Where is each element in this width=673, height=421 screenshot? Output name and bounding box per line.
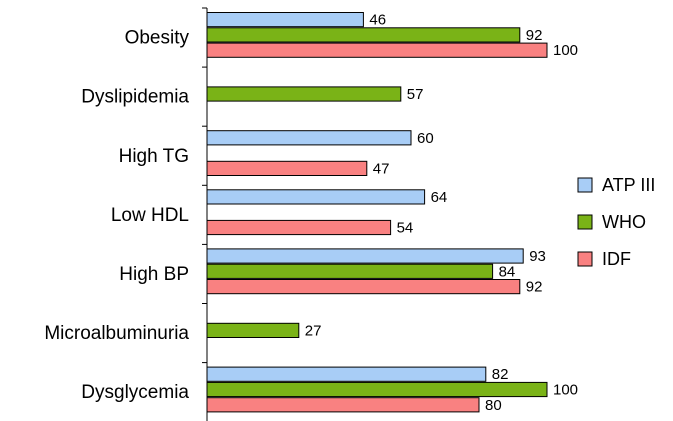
value-label-idf-obesity: 100 <box>553 42 578 59</box>
legend: ATP III WHO IDF <box>577 175 655 269</box>
bar-idf-high-tg <box>206 160 368 177</box>
bar-idf-low-hdl <box>206 219 392 236</box>
bar-atp-iii-obesity <box>206 12 364 28</box>
y-axis <box>202 7 208 421</box>
category-label-low-hdl: Low HDL <box>111 205 189 226</box>
bar-idf-obesity <box>206 42 548 58</box>
category-label-dysglycemia: Dysglycemia <box>81 382 189 403</box>
bar-idf-dysglycemia <box>206 397 480 413</box>
value-label-idf-high-bp: 92 <box>526 279 543 296</box>
value-label-who-high-bp: 84 <box>499 263 516 280</box>
category-label-high-bp: High BP <box>119 264 189 285</box>
legend-swatch-atp-iii <box>577 177 593 193</box>
value-label-atp-iii-obesity: 46 <box>369 12 386 29</box>
value-label-idf-high-tg: 47 <box>373 160 390 177</box>
value-label-idf-dysglycemia: 80 <box>485 397 502 414</box>
value-label-who-obesity: 92 <box>526 27 543 44</box>
value-label-who-microalbuminuria: 27 <box>305 322 322 339</box>
bar-idf-high-bp <box>206 279 521 295</box>
bar-atp-iii-high-bp <box>206 248 524 264</box>
value-label-atp-iii-high-tg: 60 <box>417 130 434 147</box>
bar-who-obesity <box>206 27 521 43</box>
category-label-microalbuminuria: Microalbuminuria <box>44 323 189 344</box>
value-label-atp-iii-low-hdl: 64 <box>431 189 448 206</box>
bars <box>206 12 548 413</box>
value-label-atp-iii-high-bp: 93 <box>529 248 546 265</box>
value-labels: 46 92 100 57 60 47 64 54 93 84 92 27 82 100 80 <box>305 12 578 414</box>
legend-label-atp-iii: ATP III <box>602 175 655 195</box>
bar-who-high-bp <box>206 263 494 279</box>
legend-label-idf: IDF <box>602 249 631 269</box>
bar-atp-iii-dysglycemia <box>206 366 487 382</box>
value-label-who-dysglycemia: 100 <box>553 382 578 399</box>
bar-who-dyslipidemia <box>206 86 402 102</box>
category-labels: Obesity Dyslipidemia High TG Low HDL High BP… <box>44 28 189 404</box>
category-label-dyslipidemia: Dyslipidemia <box>81 87 189 108</box>
value-label-atp-iii-dysglycemia: 82 <box>492 366 509 383</box>
value-label-who-dyslipidemia: 57 <box>407 86 424 103</box>
legend-swatch-who <box>577 214 593 230</box>
legend-label-who: WHO <box>602 212 646 232</box>
bar-atp-iii-high-tg <box>206 130 412 146</box>
value-label-idf-low-hdl: 54 <box>397 220 414 237</box>
category-label-obesity: Obesity <box>125 28 190 49</box>
legend-swatch-idf <box>577 251 593 267</box>
bar-who-dysglycemia <box>206 381 548 398</box>
bar-who-microalbuminuria <box>206 322 300 338</box>
bar-atp-iii-low-hdl <box>206 189 426 205</box>
category-label-high-tg: High TG <box>119 146 189 167</box>
